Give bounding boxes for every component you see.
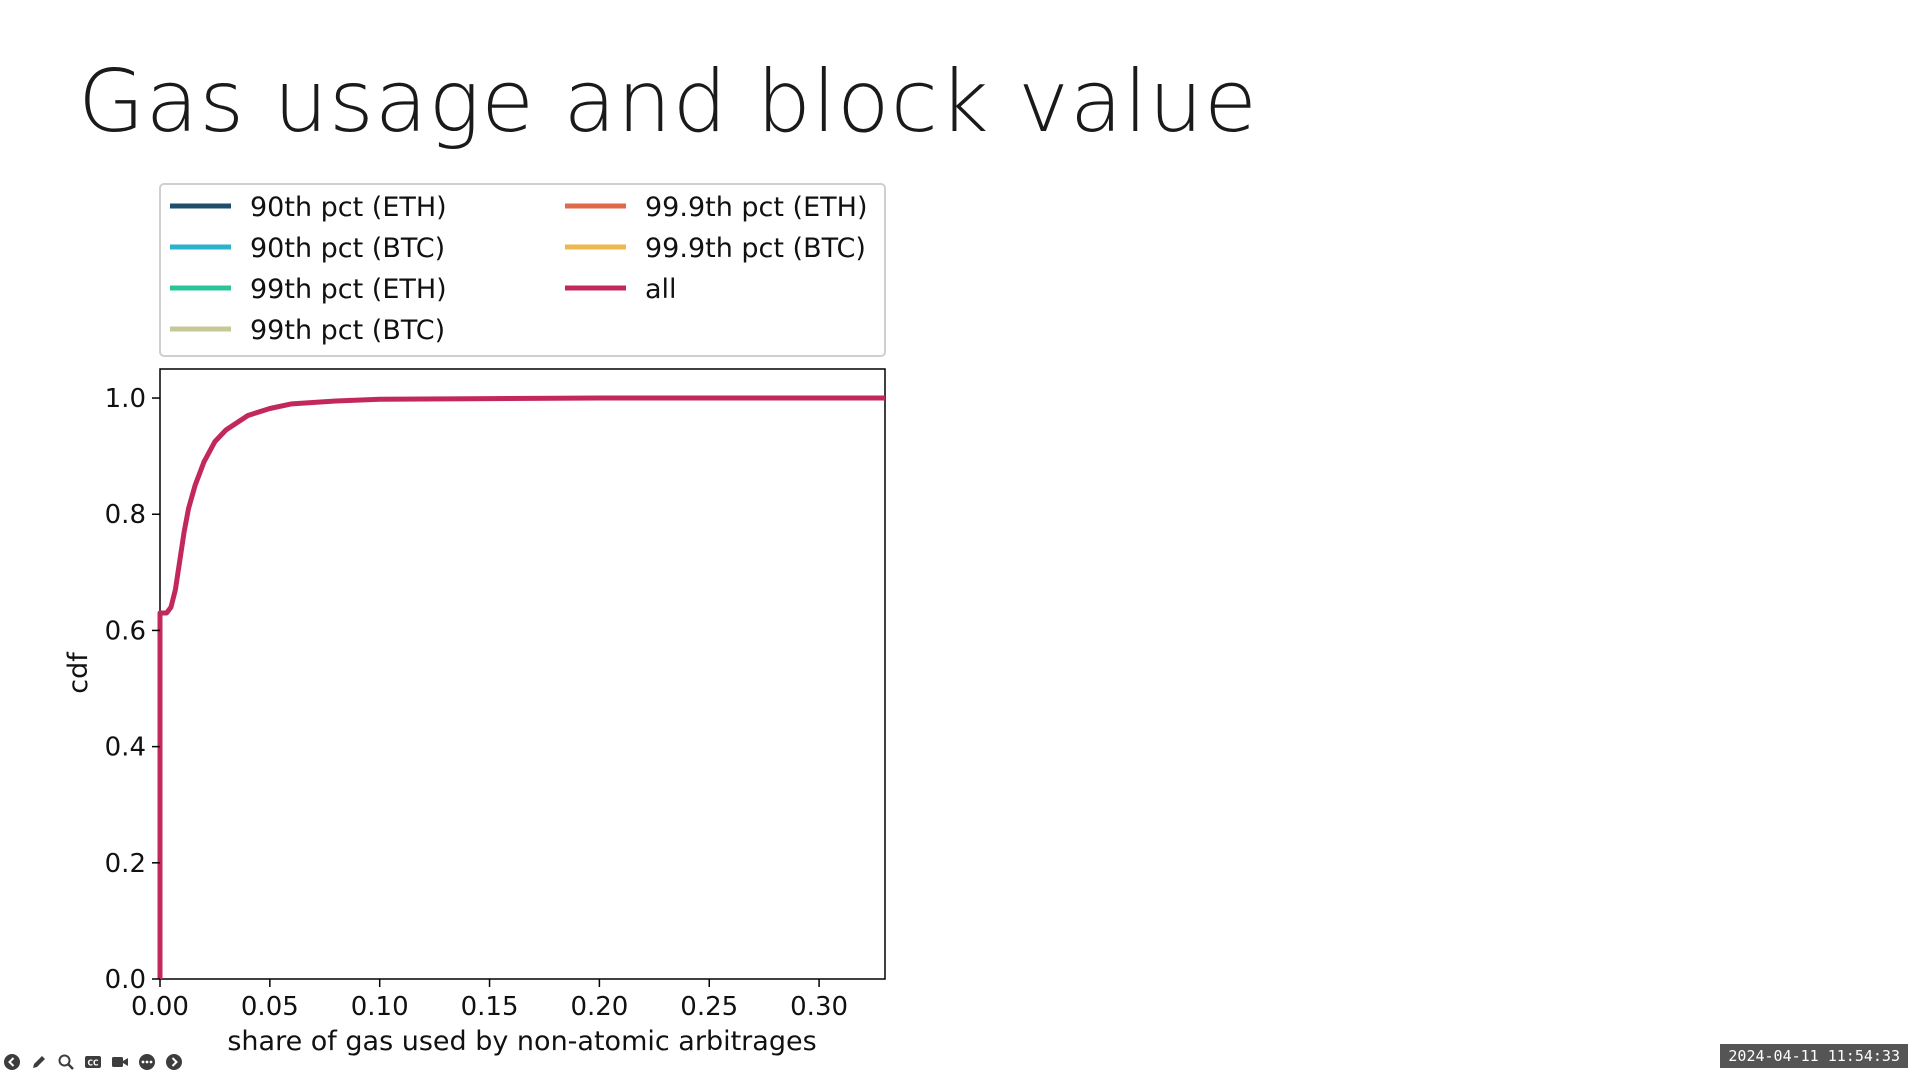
zoom-icon[interactable] <box>56 1052 76 1072</box>
plot-frame <box>159 368 886 980</box>
x-tick-label: 0.25 <box>680 992 738 1022</box>
legend-label: 99th pct (BTC) <box>250 315 445 346</box>
legend-label: all <box>645 274 677 305</box>
y-tick-label: 0.6 <box>105 616 146 646</box>
y-tick-label: 0.8 <box>105 500 146 530</box>
legend-label: 99.9th pct (ETH) <box>645 192 867 223</box>
y-tick-label: 1.0 <box>105 384 146 414</box>
series-layer <box>157 395 885 979</box>
y-tick-label: 0.4 <box>105 733 146 763</box>
previous-slide-icon[interactable] <box>2 1052 22 1072</box>
y-tick-label: 0.2 <box>105 849 146 879</box>
x-tick-label: 0.20 <box>570 992 628 1022</box>
legend-label: 90th pct (BTC) <box>250 233 445 264</box>
y-axis-label: cdf <box>63 651 94 694</box>
series-line-all <box>157 395 885 979</box>
pen-icon[interactable] <box>29 1052 49 1072</box>
legend-label: 90th pct (ETH) <box>250 192 447 223</box>
legend-entries: 90th pct (ETH) 90th pct (BTC) 99th pct (ET… <box>170 192 867 346</box>
y-axis: 0.0 0.2 0.4 0.6 0.8 1.0 <box>105 384 160 995</box>
next-slide-icon[interactable] <box>164 1052 184 1072</box>
x-tick-label: 0.15 <box>461 992 519 1022</box>
x-axis-label: share of gas used by non-atomic arbitrag… <box>227 1026 816 1057</box>
captions-label: CC <box>87 1059 99 1068</box>
presenter-controls: CC <box>2 1052 184 1072</box>
x-tick-label: 0.10 <box>351 992 409 1022</box>
y-tick-label: 0.0 <box>105 965 146 995</box>
x-tick-label: 0.30 <box>790 992 848 1022</box>
legend-label: 99th pct (ETH) <box>250 274 447 305</box>
slide-title: Gas usage and block value <box>78 52 1258 152</box>
legend-label: 99.9th pct (BTC) <box>645 233 866 264</box>
x-tick-label: 0.05 <box>241 992 299 1022</box>
x-axis: 0.00 0.05 0.10 0.15 0.20 0.25 0.30 <box>131 979 848 1022</box>
more-options-icon[interactable] <box>137 1052 157 1072</box>
legend: 90th pct (ETH) 90th pct (BTC) 99th pct (ET… <box>159 183 886 357</box>
camera-icon[interactable] <box>110 1052 130 1072</box>
timestamp: 2024-04-11 11:54:33 <box>1720 1044 1908 1068</box>
legend-frame <box>159 183 886 357</box>
captions-icon[interactable]: CC <box>83 1052 103 1072</box>
x-tick-label: 0.00 <box>131 992 189 1022</box>
